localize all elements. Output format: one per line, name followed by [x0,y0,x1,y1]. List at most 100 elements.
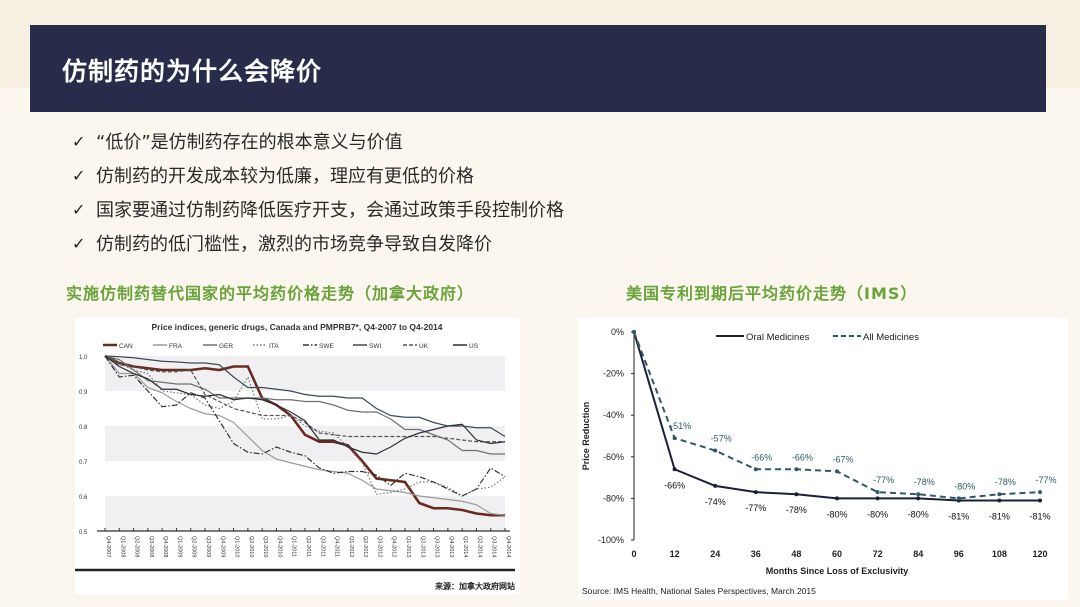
x-tick-label: Q2-2011 [305,536,311,557]
data-label: -80% [826,509,847,519]
y-tick-label: 0.6 [79,495,88,501]
x-tick-label: 36 [751,549,761,559]
x-tick-label: 0 [631,549,636,559]
data-point [713,483,718,488]
x-tick-label: Q3-2011 [319,536,325,557]
x-tick-label: 84 [913,549,923,559]
bullet-item: ✓ 国家要通过仿制药降低医疗开支，会通过政策手段控制价格 [72,192,564,226]
check-icon: ✓ [72,165,86,185]
x-tick-label: 24 [710,549,720,559]
x-tick-label: Q4-2007 [105,536,111,557]
bullet-item: ✓ 仿制药的开发成本较为低廉，理应有更低的价格 [72,158,564,192]
data-label: -67% [832,454,853,464]
x-tick-label: 12 [670,549,680,559]
series-line-swe [104,355,506,497]
check-icon: ✓ [72,131,86,151]
x-tick-label: Q1-2012 [348,536,354,557]
data-point [794,467,799,472]
legend-label: FRA [169,343,183,350]
y-tick-label: 0.9 [79,390,88,396]
y-tick-label: -40% [603,410,624,420]
data-point [753,467,758,472]
x-tick-label: 48 [791,549,801,559]
chart-source: 来源：加拿大政府网站 [434,581,515,591]
data-label: -66% [792,452,813,462]
x-tick-label: Q1-2014 [462,536,468,557]
canada-price-index-chart: Price indices, generic drugs, Canada and… [75,322,515,591]
legend-label: GER [219,343,233,350]
data-label: -66% [664,480,685,490]
x-tick-label: 108 [992,549,1007,559]
bullet-item: ✓ “低价”是仿制药存在的根本意义与价值 [72,124,564,158]
data-label: -77% [745,503,766,513]
check-icon: ✓ [72,233,86,253]
data-point [753,490,758,495]
x-tick-label: Q3-2009 [205,536,211,557]
data-label: -51% [670,421,691,431]
legend-label: Oral Medicines [746,332,810,343]
left-chart-caption: 实施仿制药替代国家的平均药价格走势（加拿大政府） [66,284,475,303]
data-point [997,492,1002,497]
legend-label: ITA [269,343,279,350]
data-label: -80% [908,509,929,519]
x-tick-label: Q1-2009 [176,536,182,557]
x-tick-label: Q1-2011 [291,536,297,557]
y-axis-title: Price Reduction [581,402,591,471]
data-label: -57% [711,434,732,444]
x-tick-label: Q2-2012 [362,536,368,557]
x-tick-label: 72 [873,549,883,559]
x-tick-label: Q4-2008 [162,536,168,557]
x-tick-label: Q1-2008 [119,536,125,557]
y-tick-label: 0.8 [79,425,88,431]
data-label: -80% [867,509,888,519]
y-tick-label: 0.7 [79,460,88,466]
series-line-ger [104,355,505,455]
x-tick-label: Q2-2008 [134,536,140,557]
x-tick-label: Q4-2009 [219,536,225,557]
data-point [632,330,636,334]
title-bar: 仿制药的为什么会降价 [30,25,1046,112]
series-line [633,331,1041,500]
y-tick-label: -20% [603,369,624,379]
x-tick-label: Q2-2014 [476,536,482,557]
y-tick-label: -80% [603,493,624,503]
data-point [1038,498,1042,503]
x-tick-label: Q2-2010 [248,536,254,557]
legend-label: All Medicines [863,332,919,343]
chart-title: Price indices, generic drugs, Canada and… [152,322,443,332]
x-tick-label: Q2-2013 [419,536,425,557]
series-line-us [104,355,506,455]
chart-source: Source: IMS Health, National Sales Persp… [582,586,816,596]
page-title: 仿制药的为什么会降价 [62,57,323,86]
legend-label: SWE [319,343,334,350]
bullet-text: “低价”是仿制药存在的根本意义与价值 [96,132,403,153]
data-point [916,496,921,501]
x-tick-label: 60 [832,549,842,559]
data-label: -80% [954,481,975,491]
x-tick-label: Q4-2012 [391,536,397,557]
y-tick-label: -100% [598,535,624,545]
bullet-text: 仿制药的低门槛性，激烈的市场竞争导致自发降价 [96,234,492,255]
legend-label: CAN [119,343,133,350]
y-tick-label: 0.5 [79,530,88,536]
bullet-item: ✓ 仿制药的低门槛性，激烈的市场竞争导致自发降价 [72,226,564,260]
bullet-text: 仿制药的开发成本较为低廉，理应有更低的价格 [96,166,474,187]
data-point [672,436,677,441]
series-line-swi [104,355,506,438]
data-label: -77% [873,475,894,485]
data-label: -74% [705,497,726,507]
legend-label: US [469,343,479,350]
data-point [875,490,880,495]
data-point [916,492,921,497]
data-point [1038,490,1042,495]
x-tick-label: Q3-2008 [148,536,154,557]
y-tick-label: 1.0 [79,355,88,361]
data-point [835,469,839,474]
series-line-uk [104,355,505,443]
x-tick-label: Q3-2010 [262,536,268,557]
series-line-fra [104,355,506,516]
x-tick-label: Q4-2014 [505,536,511,557]
x-axis-title: Months Since Loss of Exclusivity [766,566,909,576]
x-tick-label: 96 [954,549,964,559]
x-tick-label: Q1-2010 [234,536,240,557]
